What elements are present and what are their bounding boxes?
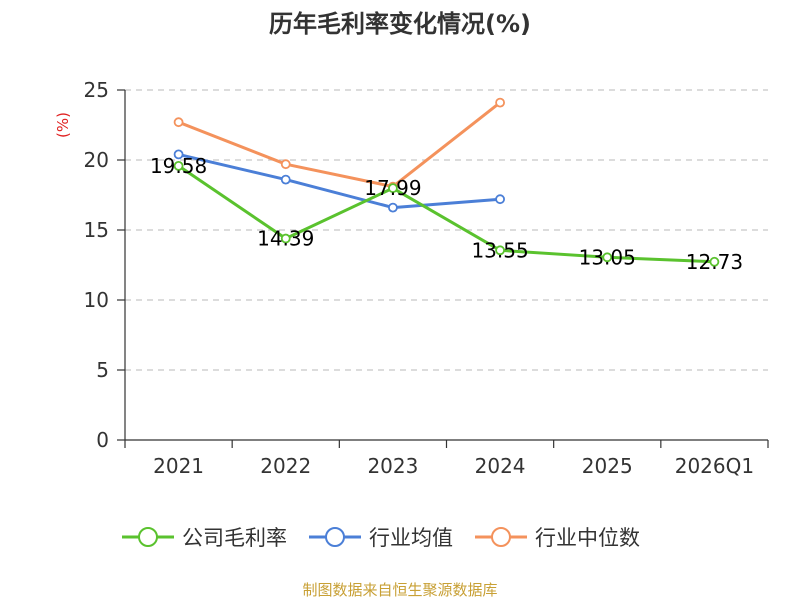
y-tick-label: 15	[84, 218, 109, 242]
x-tick-label: 2026Q1	[675, 454, 754, 478]
x-tick-label: 2024	[475, 454, 526, 478]
source-note: 制图数据来自恒生聚源数据库	[302, 581, 497, 599]
series-line	[178, 101, 502, 189]
legend-item[interactable]: 行业均值	[309, 526, 453, 550]
series-1	[173, 149, 505, 213]
data-point[interactable]	[709, 256, 720, 267]
data-label: 17.99	[364, 176, 421, 200]
data-point[interactable]	[173, 160, 184, 171]
legend-item[interactable]: 公司毛利率	[122, 526, 287, 550]
legend-marker-icon	[325, 527, 345, 547]
x-tick-label: 2022	[260, 454, 311, 478]
y-tick-label: 0	[96, 428, 109, 452]
y-axis-label: (%)	[54, 112, 72, 138]
data-point[interactable]	[495, 194, 505, 205]
series-layer	[173, 97, 720, 267]
data-point[interactable]	[495, 97, 505, 108]
data-point[interactable]	[173, 149, 184, 160]
y-tick-label: 5	[96, 358, 109, 382]
data-point[interactable]	[280, 159, 291, 170]
data-label: 13.05	[579, 245, 636, 269]
data-point[interactable]	[388, 183, 398, 194]
legend-marker-icon	[138, 527, 158, 547]
series-2	[173, 97, 505, 192]
series-line	[178, 152, 501, 210]
y-tick-label: 20	[84, 148, 109, 172]
legend-label: 公司毛利率	[182, 526, 287, 550]
legend-label: 行业中位数	[535, 526, 640, 550]
data-label: 19.58	[150, 154, 207, 178]
x-tick-label: 2021	[153, 454, 204, 478]
data-point[interactable]	[388, 202, 398, 213]
legend-item[interactable]: 行业中位数	[475, 526, 640, 550]
data-point[interactable]	[602, 252, 613, 263]
legend-label: 行业均值	[369, 526, 453, 550]
data-point[interactable]	[280, 174, 291, 185]
grid	[125, 89, 768, 371]
data-labels: 19.58 14.39 17.99 13.55 13.05 12.73	[150, 154, 743, 274]
series-0	[173, 160, 720, 267]
x-tick-label: 2025	[582, 454, 633, 478]
data-label: 12.73	[686, 250, 743, 274]
y-tick-label: 25	[84, 78, 109, 102]
data-label: 14.39	[257, 227, 314, 251]
data-point[interactable]	[173, 117, 184, 128]
data-label: 13.55	[471, 238, 528, 262]
legend[interactable]: 公司毛利率 行业均值 行业中位数	[122, 526, 640, 550]
series-line	[177, 164, 715, 264]
x-tick-label: 2023	[367, 454, 418, 478]
chart-title: 历年毛利率变化情况(%)	[269, 10, 531, 38]
y-tick-label: 10	[84, 288, 109, 312]
data-point[interactable]	[280, 233, 291, 244]
data-point[interactable]	[495, 245, 505, 256]
legend-marker-icon	[491, 527, 511, 547]
